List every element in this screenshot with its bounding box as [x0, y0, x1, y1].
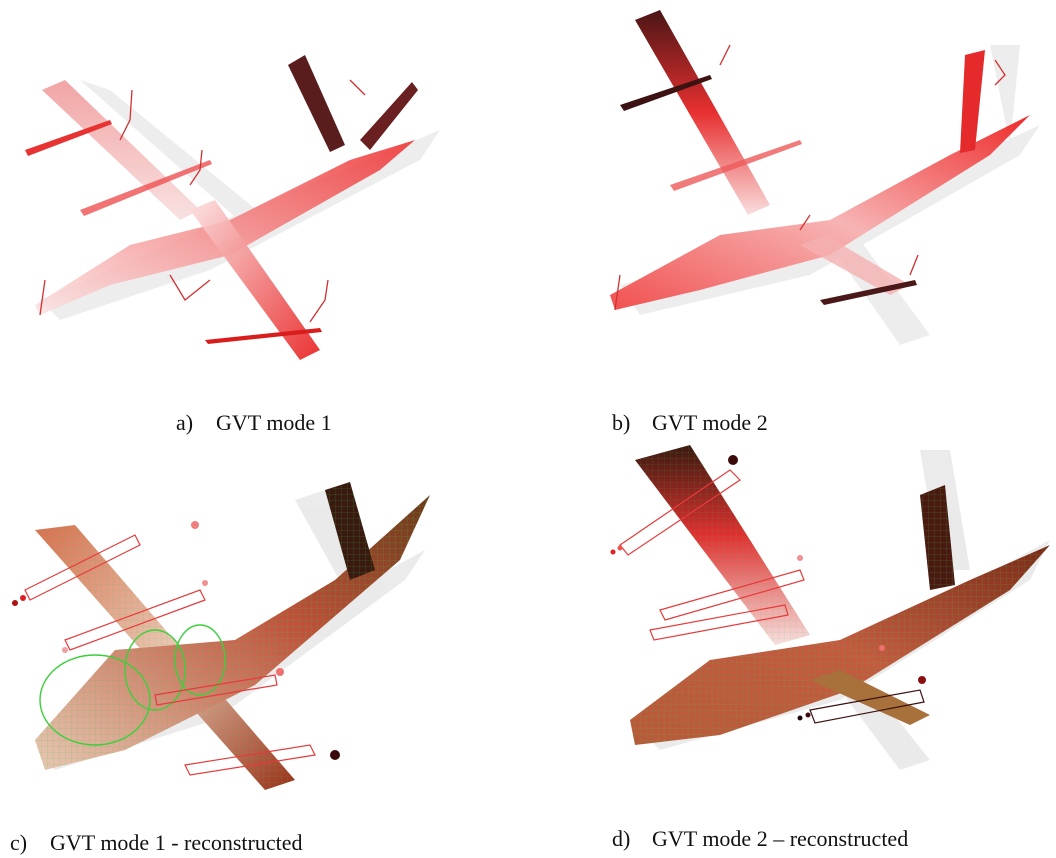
caption-d-text: GVT mode 2 – reconstructed — [652, 826, 909, 851]
right-wing — [810, 670, 930, 725]
vertical-tail — [288, 55, 345, 152]
rotor-blade-3 — [820, 280, 917, 305]
panel-c-figure — [5, 470, 445, 810]
rotor-blade-1 — [25, 120, 112, 156]
engine-nacelles-lower — [809, 689, 925, 724]
fuselage — [610, 115, 1030, 310]
right-wing — [800, 235, 910, 295]
right-wing — [190, 200, 320, 360]
caption-d: d) GVT mode 2 – reconstructed — [612, 826, 908, 852]
caption-c-text: GVT mode 1 - reconstructed — [50, 830, 303, 855]
caption-c: c) GVT mode 1 - reconstructed — [10, 830, 303, 856]
aircraft-mode-c — [12, 482, 430, 790]
caption-a: a) GVT mode 1 — [176, 410, 332, 436]
rotor-blade-2 — [80, 160, 212, 216]
aircraft-mode-d — [610, 445, 1050, 770]
aircraft-mode-b — [610, 10, 1040, 345]
vertical-tail — [960, 50, 985, 153]
caption-b-text: GVT mode 2 — [652, 410, 768, 435]
panel-b-figure — [600, 5, 1050, 365]
pylon-lines — [614, 44, 1006, 311]
engine-nacelles — [619, 469, 805, 641]
caption-b: b) GVT mode 2 — [612, 410, 768, 436]
caption-d-letter: d) — [612, 826, 631, 851]
rotor-blade-1 — [620, 75, 712, 111]
caption-b-letter: b) — [612, 410, 631, 435]
rotor-hubs — [12, 521, 340, 760]
rotor-blade-3 — [205, 328, 322, 344]
left-wing — [42, 80, 200, 220]
pylon-lines — [39, 79, 366, 323]
panel-a-figure — [20, 10, 450, 370]
caption-a-letter: a) — [176, 410, 194, 435]
aircraft-mode-a — [25, 55, 440, 360]
engine-nacelles — [24, 534, 316, 776]
horizontal-tail — [360, 82, 418, 150]
panel-d-figure — [610, 440, 1055, 800]
rotor-hubs — [610, 455, 926, 721]
rotor-blade-2 — [670, 140, 802, 191]
cockpit-frame — [39, 624, 226, 746]
caption-a-text: GVT mode 1 — [216, 410, 332, 435]
caption-c-letter: c) — [10, 830, 28, 855]
left-wing — [635, 10, 770, 215]
